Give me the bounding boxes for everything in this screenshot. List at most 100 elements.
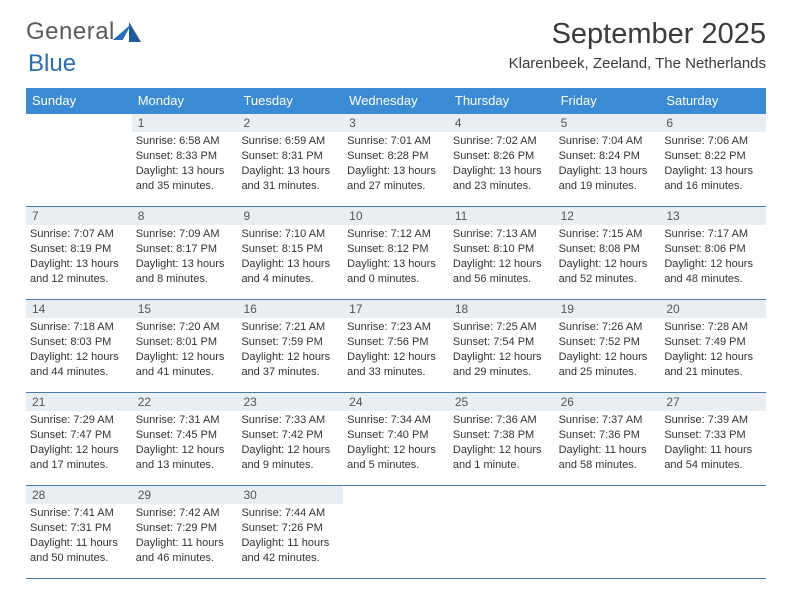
sunrise: Sunrise: 7:01 AM <box>347 134 445 149</box>
day-number: 14 <box>26 300 132 318</box>
day-cell: Sunrise: 7:04 AMSunset: 8:24 PMDaylight:… <box>555 132 661 206</box>
sunset: Sunset: 7:59 PM <box>241 335 339 350</box>
sunrise: Sunrise: 7:41 AM <box>30 506 128 521</box>
day-header: Monday <box>132 88 238 114</box>
day-number: 7 <box>26 207 132 225</box>
daylight: Daylight: 13 hours and 12 minutes. <box>30 257 128 287</box>
daylight: Daylight: 13 hours and 8 minutes. <box>136 257 234 287</box>
day-cell <box>449 504 555 578</box>
day-cell: Sunrise: 7:06 AMSunset: 8:22 PMDaylight:… <box>660 132 766 206</box>
daylight: Daylight: 12 hours and 37 minutes. <box>241 350 339 380</box>
sunrise: Sunrise: 7:15 AM <box>559 227 657 242</box>
location: Klarenbeek, Zeeland, The Netherlands <box>509 55 766 72</box>
daylight: Daylight: 13 hours and 27 minutes. <box>347 164 445 194</box>
day-number-row: 78910111213 <box>26 207 766 225</box>
sunrise: Sunrise: 7:28 AM <box>664 320 762 335</box>
daylight: Daylight: 11 hours and 50 minutes. <box>30 536 128 566</box>
sunset: Sunset: 8:26 PM <box>453 149 551 164</box>
day-number: 17 <box>343 300 449 318</box>
day-cell <box>26 132 132 206</box>
sunset: Sunset: 8:01 PM <box>136 335 234 350</box>
day-header: Friday <box>555 88 661 114</box>
week-row: Sunrise: 7:29 AMSunset: 7:47 PMDaylight:… <box>26 411 766 486</box>
day-number: 9 <box>237 207 343 225</box>
day-cell: Sunrise: 7:01 AMSunset: 8:28 PMDaylight:… <box>343 132 449 206</box>
sunset: Sunset: 7:26 PM <box>241 521 339 536</box>
daylight: Daylight: 13 hours and 19 minutes. <box>559 164 657 194</box>
day-cell: Sunrise: 6:59 AMSunset: 8:31 PMDaylight:… <box>237 132 343 206</box>
day-header: Thursday <box>449 88 555 114</box>
sunset: Sunset: 8:19 PM <box>30 242 128 257</box>
sunset: Sunset: 8:22 PM <box>664 149 762 164</box>
sunrise: Sunrise: 7:44 AM <box>241 506 339 521</box>
day-number: 19 <box>555 300 661 318</box>
day-cell: Sunrise: 7:17 AMSunset: 8:06 PMDaylight:… <box>660 225 766 299</box>
logo-text-general: General <box>26 18 115 46</box>
logo-text-blue: Blue <box>28 50 76 78</box>
day-cell: Sunrise: 7:09 AMSunset: 8:17 PMDaylight:… <box>132 225 238 299</box>
daylight: Daylight: 11 hours and 46 minutes. <box>136 536 234 566</box>
day-number: 29 <box>132 486 238 504</box>
day-cell: Sunrise: 7:26 AMSunset: 7:52 PMDaylight:… <box>555 318 661 392</box>
sunrise: Sunrise: 7:39 AM <box>664 413 762 428</box>
day-cell <box>343 504 449 578</box>
sunrise: Sunrise: 7:26 AM <box>559 320 657 335</box>
sunset: Sunset: 8:17 PM <box>136 242 234 257</box>
sunset: Sunset: 7:52 PM <box>559 335 657 350</box>
day-number: 27 <box>660 393 766 411</box>
week-row: Sunrise: 7:41 AMSunset: 7:31 PMDaylight:… <box>26 504 766 579</box>
day-cell: Sunrise: 7:15 AMSunset: 8:08 PMDaylight:… <box>555 225 661 299</box>
day-number <box>660 486 766 504</box>
sunset: Sunset: 8:03 PM <box>30 335 128 350</box>
sunset: Sunset: 7:31 PM <box>30 521 128 536</box>
day-cell: Sunrise: 7:02 AMSunset: 8:26 PMDaylight:… <box>449 132 555 206</box>
day-cell: Sunrise: 7:25 AMSunset: 7:54 PMDaylight:… <box>449 318 555 392</box>
sunrise: Sunrise: 7:13 AM <box>453 227 551 242</box>
daylight: Daylight: 12 hours and 13 minutes. <box>136 443 234 473</box>
sunset: Sunset: 8:15 PM <box>241 242 339 257</box>
daylight: Daylight: 11 hours and 54 minutes. <box>664 443 762 473</box>
sunrise: Sunrise: 7:21 AM <box>241 320 339 335</box>
sunset: Sunset: 8:12 PM <box>347 242 445 257</box>
day-cell: Sunrise: 7:44 AMSunset: 7:26 PMDaylight:… <box>237 504 343 578</box>
daylight: Daylight: 13 hours and 31 minutes. <box>241 164 339 194</box>
sunrise: Sunrise: 7:29 AM <box>30 413 128 428</box>
sunset: Sunset: 7:54 PM <box>453 335 551 350</box>
sunrise: Sunrise: 7:36 AM <box>453 413 551 428</box>
day-number: 5 <box>555 114 661 132</box>
day-number <box>343 486 449 504</box>
sunrise: Sunrise: 7:17 AM <box>664 227 762 242</box>
daylight: Daylight: 12 hours and 25 minutes. <box>559 350 657 380</box>
daylight: Daylight: 12 hours and 52 minutes. <box>559 257 657 287</box>
day-number: 10 <box>343 207 449 225</box>
day-number-row: 14151617181920 <box>26 300 766 318</box>
sunrise: Sunrise: 7:23 AM <box>347 320 445 335</box>
week-row: Sunrise: 7:07 AMSunset: 8:19 PMDaylight:… <box>26 225 766 300</box>
day-number: 24 <box>343 393 449 411</box>
day-number: 28 <box>26 486 132 504</box>
day-number: 3 <box>343 114 449 132</box>
weeks: 123456Sunrise: 6:58 AMSunset: 8:33 PMDay… <box>26 114 766 579</box>
daylight: Daylight: 12 hours and 33 minutes. <box>347 350 445 380</box>
day-number <box>26 114 132 132</box>
sunrise: Sunrise: 7:20 AM <box>136 320 234 335</box>
sunrise: Sunrise: 7:33 AM <box>241 413 339 428</box>
day-number: 16 <box>237 300 343 318</box>
day-number-row: 21222324252627 <box>26 393 766 411</box>
day-header-row: Sunday Monday Tuesday Wednesday Thursday… <box>26 88 766 114</box>
day-cell: Sunrise: 7:13 AMSunset: 8:10 PMDaylight:… <box>449 225 555 299</box>
day-cell: Sunrise: 7:29 AMSunset: 7:47 PMDaylight:… <box>26 411 132 485</box>
calendar: Sunday Monday Tuesday Wednesday Thursday… <box>26 88 766 579</box>
sunrise: Sunrise: 7:04 AM <box>559 134 657 149</box>
day-number: 13 <box>660 207 766 225</box>
sunrise: Sunrise: 7:07 AM <box>30 227 128 242</box>
day-cell: Sunrise: 7:39 AMSunset: 7:33 PMDaylight:… <box>660 411 766 485</box>
sunrise: Sunrise: 7:09 AM <box>136 227 234 242</box>
day-number: 4 <box>449 114 555 132</box>
sunrise: Sunrise: 7:37 AM <box>559 413 657 428</box>
day-number: 6 <box>660 114 766 132</box>
day-cell: Sunrise: 7:42 AMSunset: 7:29 PMDaylight:… <box>132 504 238 578</box>
daylight: Daylight: 12 hours and 5 minutes. <box>347 443 445 473</box>
day-cell: Sunrise: 7:37 AMSunset: 7:36 PMDaylight:… <box>555 411 661 485</box>
day-cell: Sunrise: 7:10 AMSunset: 8:15 PMDaylight:… <box>237 225 343 299</box>
